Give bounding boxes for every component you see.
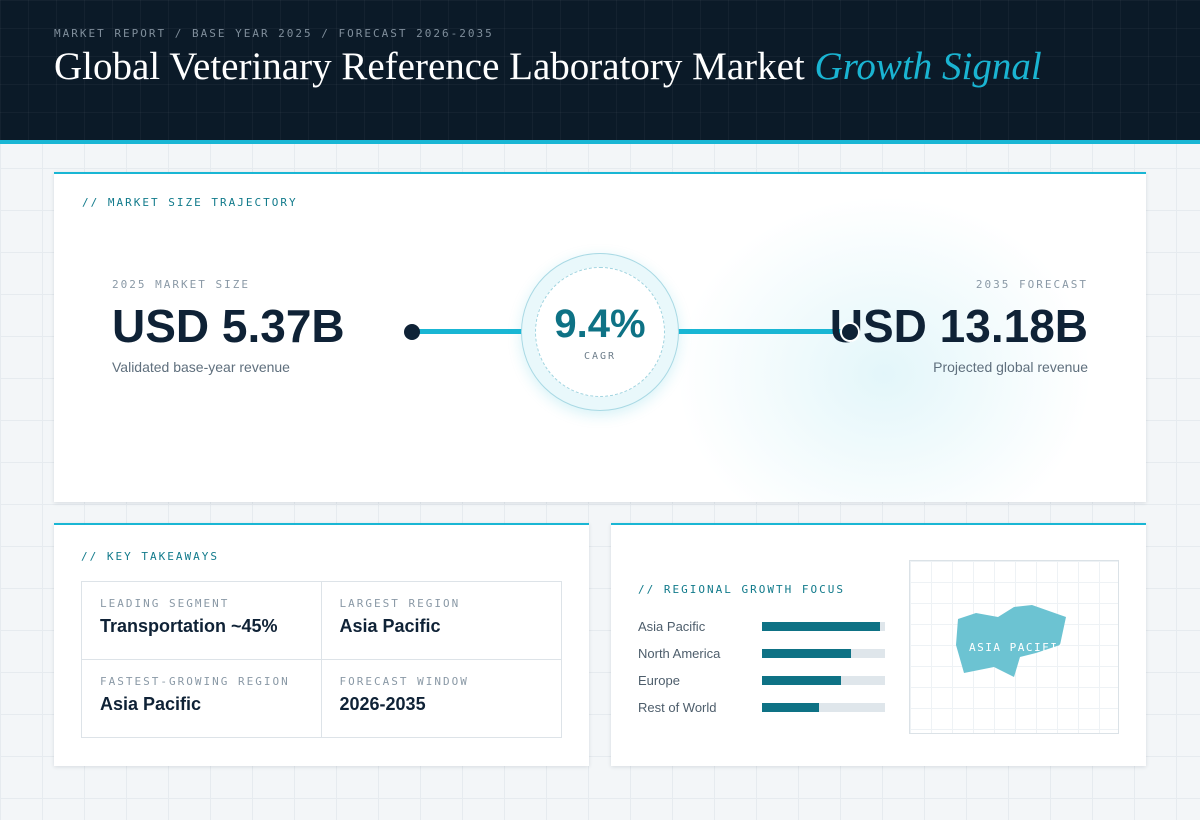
region-bar-row: Rest of World xyxy=(638,694,888,721)
takeaways-grid: LEADING SEGMENT Transportation ~45% LARG… xyxy=(81,581,562,738)
region-bar-fill xyxy=(762,676,841,685)
market-size-trajectory-card: // MARKET SIZE TRAJECTORY 2025 MARKET SI… xyxy=(54,172,1146,502)
takeaway-label: LARGEST REGION xyxy=(339,597,461,610)
region-bar-row: North America xyxy=(638,640,888,667)
forecast-caption: Projected global revenue xyxy=(933,359,1088,375)
region-bar-row: Europe xyxy=(638,667,888,694)
region-name: North America xyxy=(638,646,721,661)
regional-section-label: // REGIONAL GROWTH FOCUS xyxy=(638,583,845,596)
region-map: ASIA PACIFIC xyxy=(909,560,1119,734)
report-header: MARKET REPORT / BASE YEAR 2025 / FORECAS… xyxy=(0,0,1200,144)
base-year-label: 2025 MARKET SIZE xyxy=(112,278,250,291)
region-bar-track xyxy=(762,676,885,685)
takeaway-label: LEADING SEGMENT xyxy=(100,597,230,610)
region-bar-row: Asia Pacific xyxy=(638,613,888,640)
takeaways-section-label: // KEY TAKEAWAYS xyxy=(81,550,219,563)
takeaway-value: 2026-2035 xyxy=(339,693,426,714)
regional-growth-card: // REGIONAL GROWTH FOCUS Asia Pacific No… xyxy=(611,523,1146,766)
forecast-metric: 2035 FORECAST USD 13.18B Projected globa… xyxy=(830,278,1088,375)
title-main: Global Veterinary Reference Laboratory M… xyxy=(54,45,805,88)
takeaway-label: FASTEST-GROWING REGION xyxy=(100,674,290,688)
region-name: Asia Pacific xyxy=(638,619,706,634)
region-bar-fill xyxy=(762,649,851,658)
cagr-value: 9.4% xyxy=(554,302,646,346)
takeaway-value: Asia Pacific xyxy=(339,616,441,636)
base-year-value: USD 5.37B xyxy=(112,300,345,352)
report-kicker: MARKET REPORT / BASE YEAR 2025 / FORECAS… xyxy=(54,27,494,40)
region-bar-track xyxy=(762,649,885,658)
cagr-badge-inner: 9.4% CAGR xyxy=(535,267,665,397)
asia-pacific-map-icon xyxy=(956,605,1066,677)
cagr-badge: 9.4% CAGR xyxy=(521,253,679,411)
takeaway-fastest-growing-region: FASTEST-GROWING REGION Asia Pacific xyxy=(82,659,322,737)
end-point-dot xyxy=(842,324,858,340)
map-region-label: ASIA PACIFIC xyxy=(969,641,1067,654)
region-bar-fill xyxy=(762,622,881,631)
takeaway-value: Asia Pacific xyxy=(100,693,202,714)
regional-bars: Asia Pacific North America Europe Rest o… xyxy=(638,613,888,721)
base-year-metric: 2025 MARKET SIZE USD 5.37B Validated bas… xyxy=(112,278,345,375)
forecast-value: USD 13.18B xyxy=(829,300,1088,352)
title-accent: Growth Signal xyxy=(814,45,1042,88)
trajectory-section-label: // MARKET SIZE TRAJECTORY xyxy=(82,196,298,209)
region-bar-track xyxy=(762,622,885,631)
takeaway-leading-segment: LEADING SEGMENT Transportation ~45% xyxy=(82,582,322,660)
takeaway-largest-region: LARGEST REGION Asia Pacific xyxy=(321,582,561,660)
takeaway-label: FORECAST WINDOW xyxy=(339,674,469,688)
region-name: Europe xyxy=(638,673,680,688)
key-takeaways-card: // KEY TAKEAWAYS LEADING SEGMENT Transpo… xyxy=(54,523,589,766)
region-name: Rest of World xyxy=(638,700,717,715)
region-bar-fill xyxy=(762,703,819,712)
cagr-label: CAGR xyxy=(583,351,617,362)
page-title: Global Veterinary Reference Laboratory M… xyxy=(54,44,1042,89)
takeaway-forecast-window: FORECAST WINDOW 2026-2035 xyxy=(322,660,562,738)
asia-pacific-shape xyxy=(956,605,1066,677)
start-point-dot xyxy=(404,324,420,340)
forecast-label: 2035 FORECAST xyxy=(975,278,1088,291)
region-bar-track xyxy=(762,703,885,712)
takeaway-value: Transportation ~45% xyxy=(100,616,278,636)
base-year-caption: Validated base-year revenue xyxy=(112,359,290,375)
